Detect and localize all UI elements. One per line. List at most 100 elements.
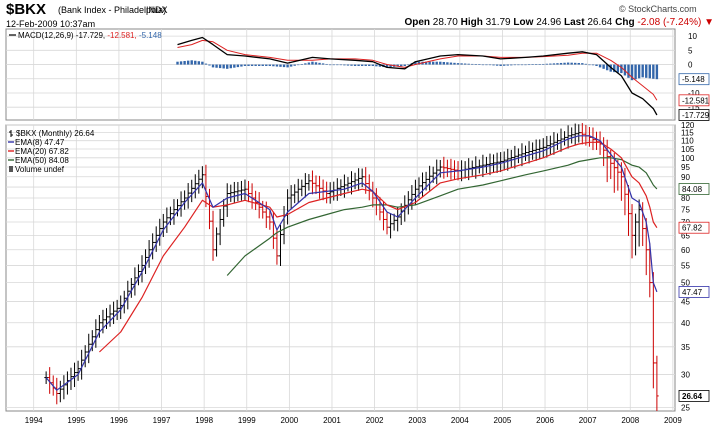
price-bar (388, 213, 393, 239)
price-value-tag: 47.47 (678, 286, 710, 298)
macd-histogram-bar (240, 64, 243, 67)
macd-histogram-bar (460, 63, 463, 65)
x-tick-label: 2007 (579, 416, 597, 425)
price-bar (268, 209, 272, 230)
price-bar (530, 142, 535, 160)
macd-histogram-bar (346, 64, 350, 66)
price-bar (637, 199, 641, 247)
price-bar (413, 179, 418, 205)
macd-histogram-bar (467, 63, 470, 65)
bar-icon (9, 130, 13, 137)
price-bar (76, 360, 80, 381)
price-bar (591, 127, 595, 151)
x-tick-label: 2003 (408, 416, 426, 425)
macd-histogram-bar (289, 64, 293, 67)
macd-y-tick-label: -10 (688, 89, 700, 98)
price-bar (197, 169, 201, 194)
macd-legend-label: MACD(12,26,9) (18, 31, 76, 40)
x-tick-label: 2004 (451, 416, 469, 425)
x-tick-label: 1998 (195, 416, 213, 425)
x-tick-label: 1999 (238, 416, 256, 425)
price-bar (626, 184, 631, 236)
price-bar (104, 308, 109, 329)
macd-histogram-bar (360, 64, 364, 66)
macd-histogram-bar (243, 64, 247, 66)
macd-histogram-bar (474, 64, 477, 65)
price-bar (246, 180, 251, 203)
macd-histogram-bar (247, 64, 250, 66)
price-value-tag: 84.08 (678, 183, 710, 195)
macd-histogram-bar (389, 64, 392, 68)
macd-histogram-bar (634, 64, 637, 80)
macd-histogram-bar (517, 64, 520, 66)
price-bar (495, 152, 499, 173)
price-bar (651, 272, 656, 389)
macd-histogram-bar (488, 64, 492, 66)
price-bar (420, 172, 425, 197)
macd-histogram-bar (602, 64, 605, 69)
price-bar (630, 204, 634, 259)
macd-histogram-bar (435, 61, 438, 65)
price-bar (516, 148, 521, 164)
macd-histogram-bar (218, 64, 222, 69)
price-bar (97, 315, 102, 338)
macd-value-tag-box (678, 73, 710, 86)
price-bar (445, 159, 450, 178)
macd-histogram-bar (321, 63, 325, 65)
macd-histogram-bar (364, 64, 367, 66)
price-bar (552, 132, 556, 155)
macd-histogram-bar (524, 64, 527, 66)
price-value-tag-text: 47.47 (682, 288, 703, 297)
macd-histogram-bar (343, 64, 346, 66)
macd-histogram-bar (492, 64, 495, 66)
price-bar (360, 168, 364, 188)
macd-histogram-bar (613, 64, 616, 73)
macd-histogram-bar (527, 64, 531, 66)
macd-histogram-bar (325, 63, 328, 65)
price-bar (523, 145, 528, 161)
macd-histogram-bar (183, 60, 186, 65)
high-value: 31.79 (485, 17, 511, 28)
price-y-tick-label: 25 (681, 403, 690, 412)
price-bar (644, 218, 649, 276)
price-bar (328, 182, 333, 204)
macd-histogram-bar (318, 62, 321, 65)
price-bar (555, 133, 560, 150)
price-bar (569, 127, 574, 144)
macd-histogram-bar (314, 62, 318, 65)
price-bar (228, 184, 233, 202)
macd-y-tick-label: -15 (688, 103, 700, 112)
price-bar (317, 175, 322, 199)
macd-value-tag-text: -12.581 (682, 96, 710, 105)
price-bar (580, 123, 585, 145)
macd-histogram-bar (300, 64, 303, 65)
macd-histogram-bar (439, 61, 442, 65)
price-bar (182, 190, 187, 210)
price-bar (108, 304, 112, 327)
macd-value-tag-box (678, 109, 710, 121)
price-value-tag-box (678, 221, 710, 234)
macd-histogram-bar (190, 60, 193, 65)
price-bar (136, 264, 141, 286)
price-y-tick-label: 110 (681, 137, 694, 146)
chg-label: Chg (615, 17, 635, 28)
macd-value-tag-box (678, 94, 710, 107)
price-bar (260, 200, 265, 219)
macd-histogram-bar (598, 64, 602, 68)
macd-histogram-bar (201, 61, 204, 65)
macd-signal-line (177, 39, 658, 101)
price-bar (339, 179, 343, 197)
price-bar (179, 191, 183, 217)
macd-histogram-bar (311, 61, 314, 65)
macd-histogram-bar (549, 63, 552, 65)
macd-histogram-bar (499, 64, 502, 66)
price-bar (452, 160, 457, 180)
price-bar (427, 165, 432, 191)
price-bar (314, 175, 318, 195)
price-bar (90, 330, 95, 352)
macd-histogram-bar (637, 64, 641, 79)
macd-histogram-bar (652, 64, 655, 79)
price-bar (559, 128, 563, 152)
legend-ema8: EMA(8) 47.47 (15, 138, 65, 147)
